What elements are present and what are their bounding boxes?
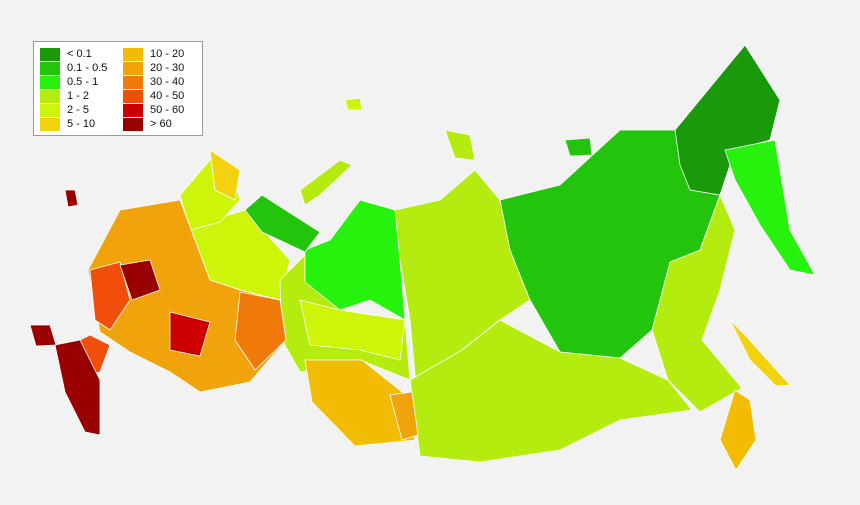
legend-label: 50 - 60 <box>150 104 185 116</box>
map-region <box>89 261 131 331</box>
map-region <box>444 129 476 161</box>
legend-item: 5 - 10 <box>40 117 107 131</box>
legend-label: 0.5 - 1 <box>67 76 99 88</box>
legend-swatch <box>123 117 143 131</box>
map-region <box>169 311 211 357</box>
legend-item: > 60 <box>123 117 184 131</box>
map-region <box>389 391 419 441</box>
legend-item: < 0.1 <box>40 47 107 61</box>
map-region <box>344 97 363 111</box>
legend-label: 40 - 50 <box>150 90 185 102</box>
map-region <box>87 199 287 393</box>
legend-item: 0.5 - 1 <box>40 75 107 89</box>
legend-swatch <box>40 61 60 75</box>
map-region <box>234 291 287 371</box>
legend-label: 20 - 30 <box>150 62 185 74</box>
legend-label: 30 - 40 <box>150 76 185 88</box>
legend-label: 5 - 10 <box>67 118 96 130</box>
legend-label: 2 - 5 <box>67 104 90 116</box>
legend-swatch <box>123 103 143 117</box>
legend-swatch <box>123 61 143 75</box>
map-region <box>651 194 743 413</box>
map-region <box>724 139 816 276</box>
legend-label: > 60 <box>150 118 172 130</box>
legend-item: 2 - 5 <box>40 103 107 117</box>
map-region <box>564 137 593 157</box>
map-region <box>304 199 406 321</box>
map-legend: < 0.1 0.1 - 0.5 0.5 - 1 1 - 2 2 - 5 5 - 10 10… <box>33 41 203 136</box>
legend-label: 1 - 2 <box>67 90 90 102</box>
legend-label: 0.1 - 0.5 <box>67 62 108 74</box>
legend-item: 1 - 2 <box>40 89 107 103</box>
legend-swatch <box>40 47 60 61</box>
legend-swatch <box>123 89 143 103</box>
map-region <box>119 259 161 301</box>
legend-item: 20 - 30 <box>123 61 184 75</box>
map-region <box>64 189 79 208</box>
legend-item: 50 - 60 <box>123 103 184 117</box>
map-region <box>54 339 101 436</box>
legend-item: 0.1 - 0.5 <box>40 61 107 75</box>
legend-label: 10 - 20 <box>150 48 185 60</box>
legend-item: 10 - 20 <box>123 47 184 61</box>
map-region <box>729 319 791 387</box>
map-region <box>299 159 353 206</box>
map-region <box>304 359 416 447</box>
map-region <box>719 389 757 471</box>
legend-item: 30 - 40 <box>123 75 184 89</box>
map-region <box>29 324 57 347</box>
legend-item: 40 - 50 <box>123 89 184 103</box>
legend-swatch <box>40 89 60 103</box>
map-region <box>244 194 321 253</box>
legend-swatch <box>40 117 60 131</box>
legend-label: < 0.1 <box>67 48 92 60</box>
legend-swatch <box>40 75 60 89</box>
legend-swatch <box>123 75 143 89</box>
map-region <box>209 149 241 201</box>
map-region <box>409 319 693 463</box>
legend-swatch <box>123 47 143 61</box>
legend-swatch <box>40 103 60 117</box>
